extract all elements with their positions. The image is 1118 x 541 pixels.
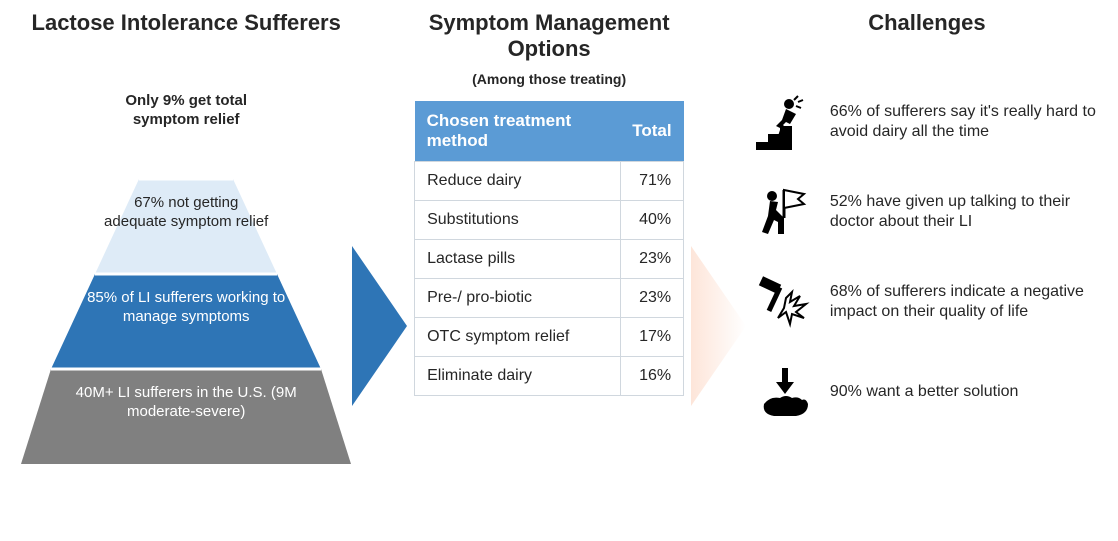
challenge-item: 52% have given up talking to their docto… — [756, 184, 1098, 240]
pyramid-label-3: 85% of LI sufferers working to manage sy… — [76, 289, 296, 327]
sufferers-column: Lactose Intolerance Sufferers Only 9% ge… — [20, 10, 352, 531]
table-cell-total: 40% — [620, 200, 683, 239]
table-row: Pre-/ pro-biotic23% — [415, 278, 684, 317]
col1-title: Lactose Intolerance Sufferers — [32, 10, 341, 36]
table-cell-method: Pre-/ pro-biotic — [415, 278, 621, 317]
pyramid-label-1: Only 9% get total symptom relief — [116, 92, 256, 130]
table-row: Substitutions40% — [415, 200, 684, 239]
table-cell-total: 23% — [620, 278, 683, 317]
treatment-table-body: Reduce dairy71% Substitutions40% Lactase… — [415, 161, 684, 395]
table-header-method: Chosen treatment method — [415, 101, 621, 162]
arrow-1 — [352, 10, 407, 531]
arrow-2 — [691, 10, 746, 531]
table-cell-total: 16% — [620, 356, 683, 395]
pyramid-label-2: 67% not getting adequate symptom relief — [101, 194, 271, 232]
kneel-flag-icon — [756, 184, 812, 240]
table-header-total: Total — [620, 101, 683, 162]
challenge-text: 68% of sufferers indicate a negative imp… — [830, 282, 1098, 324]
arrow-right-faded-icon — [691, 246, 746, 406]
challenge-item: 66% of sufferers say it's really hard to… — [756, 94, 1098, 150]
challenge-item: 68% of sufferers indicate a negative imp… — [756, 274, 1098, 330]
table-cell-total: 71% — [620, 161, 683, 200]
challenge-text: 66% of sufferers say it's really hard to… — [830, 102, 1098, 144]
challenge-text: 52% have given up talking to their docto… — [830, 192, 1098, 234]
pyramid-label-4: 40M+ LI sufferers in the U.S. (9M modera… — [56, 384, 316, 422]
hammer-break-icon — [756, 274, 812, 330]
challenge-item: 90% want a better solution — [756, 364, 1098, 420]
challenge-text: 90% want a better solution — [830, 382, 1019, 403]
table-cell-method: OTC symptom relief — [415, 317, 621, 356]
col2-subtitle: (Among those treating) — [472, 71, 626, 87]
treatment-column: Symptom Management Options (Among those … — [407, 10, 690, 531]
table-row: Reduce dairy71% — [415, 161, 684, 200]
arrow-right-icon — [352, 246, 407, 406]
challenges-column: Challenges 66% of sufferers say it's rea… — [746, 10, 1098, 531]
table-cell-method: Lactase pills — [415, 239, 621, 278]
pyramid: Only 9% get total symptom relief 67% not… — [21, 74, 351, 474]
table-row: OTC symptom relief17% — [415, 317, 684, 356]
table-cell-method: Reduce dairy — [415, 161, 621, 200]
table-cell-method: Substitutions — [415, 200, 621, 239]
col3-title: Challenges — [868, 10, 985, 36]
infographic-container: Lactose Intolerance Sufferers Only 9% ge… — [0, 0, 1118, 541]
table-row: Eliminate dairy16% — [415, 356, 684, 395]
treatment-table: Chosen treatment method Total Reduce dai… — [414, 101, 684, 396]
table-row: Lactase pills23% — [415, 239, 684, 278]
climb-stairs-icon — [756, 94, 812, 150]
table-cell-total: 23% — [620, 239, 683, 278]
table-cell-method: Eliminate dairy — [415, 356, 621, 395]
table-cell-total: 17% — [620, 317, 683, 356]
challenge-list: 66% of sufferers say it's really hard to… — [756, 94, 1098, 420]
col2-title: Symptom Management Options — [407, 10, 690, 63]
hand-down-icon — [756, 364, 812, 420]
